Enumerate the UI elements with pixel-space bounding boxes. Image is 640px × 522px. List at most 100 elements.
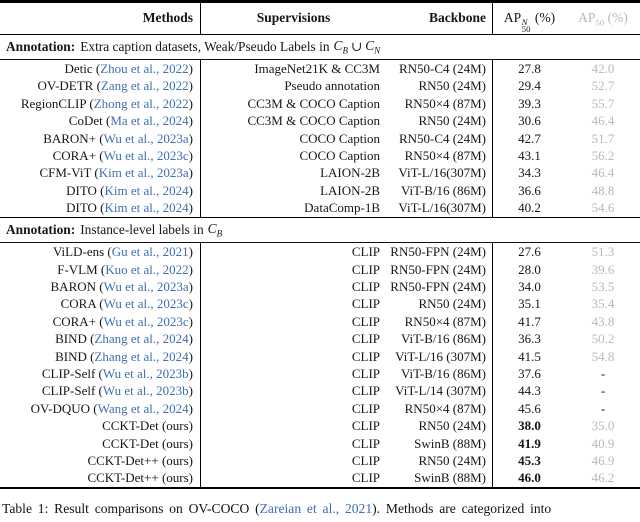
method-cell: CORA+ (Wu et al., 2023c) xyxy=(0,147,200,164)
method-name-close: ) xyxy=(188,348,193,364)
ap-all-cell: 52.7 xyxy=(591,78,615,94)
ap-novel-cell: 34.0 xyxy=(492,277,566,296)
ap-novel-cell: 41.5 xyxy=(492,347,566,365)
supervision-cell: CLIP xyxy=(200,260,386,278)
section-header: Annotation: Extra caption datasets, Weak/… xyxy=(0,35,640,59)
citation-link[interactable]: Gu et al., 2021 xyxy=(111,244,189,260)
ap-novel-cell: 39.3 xyxy=(492,94,566,113)
method-cell: RegionCLIP (Zhong et al., 2022) xyxy=(0,95,200,112)
table-bottom-rule xyxy=(0,486,640,490)
backbone-cell: RN50-C4 (24M) xyxy=(398,130,486,146)
table-row: CCKT-Det (ours) CLIP RN50 (24M) 38.0 35.0 xyxy=(0,417,640,435)
method-name: CFM-ViT ( xyxy=(39,165,99,181)
backbone-cell: RN50 (24M) xyxy=(418,296,486,312)
ap-novel-cell: 36.6 xyxy=(492,181,566,200)
backbone-cell: RN50×4 (87M) xyxy=(404,148,486,164)
method-name: RegionCLIP ( xyxy=(20,95,94,111)
ap-novel-cell: 43.1 xyxy=(492,147,566,165)
supervision-cell: CC3M & COCO Caption xyxy=(200,112,386,130)
table-row: CCKT-Det++ (ours) CLIP RN50 (24M) 45.3 46.9 xyxy=(0,451,640,470)
math-set-symbol: CB xyxy=(334,38,348,56)
ap-novel-cell: 45.3 xyxy=(492,451,566,470)
method-name-close: ) xyxy=(188,182,193,198)
citation-link[interactable]: Wu et al., 2023c xyxy=(103,313,189,329)
section-label: Annotation: xyxy=(6,39,76,54)
caption-text-post: ). Methods are categorized into xyxy=(372,501,552,517)
supervision-cell: COCO Caption xyxy=(200,129,386,148)
math-var: C xyxy=(207,221,217,237)
method-name: Detic ( xyxy=(64,61,101,77)
method-name: OV-DETR ( xyxy=(37,78,101,94)
section-text: Extra caption datasets, Weak/Pseudo Labe… xyxy=(80,39,330,54)
table-row: DITO (Kim et al., 2024) DataComp-1B ViT-L/… xyxy=(0,199,640,217)
supervision-cell: CLIP xyxy=(200,330,386,348)
method-name: DITO ( xyxy=(66,200,105,216)
method-cell: CCKT-Det++ (ours) xyxy=(0,469,200,486)
backbone-cell: ViT-L/16 (307M) xyxy=(395,348,486,364)
citation-link[interactable]: Zhang et al., 2024 xyxy=(94,348,189,364)
method-name-close: ) xyxy=(188,148,193,164)
table-row: CLIP-Self (Wu et al., 2023b) CLIP ViT-B/16… xyxy=(0,364,640,383)
citation-link[interactable]: Wu et al., 2023a xyxy=(103,130,189,146)
ap-novel-cell: 46.0 xyxy=(492,469,566,487)
caption-citation-link[interactable]: Zareian et al., 2021 xyxy=(259,501,373,517)
table-row: BARON (Wu et al., 2023a) CLIP RN50-FPN (24… xyxy=(0,277,640,296)
method-name-close: ) xyxy=(188,365,193,381)
citation-link[interactable]: Kim et al., 2024 xyxy=(104,200,189,216)
citation-link[interactable]: Ma et al., 2024 xyxy=(110,113,189,129)
citation-link[interactable]: Zang et al., 2022 xyxy=(100,78,189,94)
table-row: CCKT-Det++ (ours) CLIP SwinB (88M) 46.0 46.2 xyxy=(0,469,640,487)
citation-link[interactable]: Wu et al., 2023c xyxy=(103,296,189,312)
method-name-close: ) xyxy=(188,313,193,329)
method-name: BARON+ ( xyxy=(43,130,104,146)
citation-link[interactable]: Kuo et al., 2022 xyxy=(105,261,189,277)
ap-novel-cell: 42.7 xyxy=(492,129,566,148)
ap-all-cell: 54.8 xyxy=(591,348,615,364)
table-row: BIND (Zhang et al., 2024) CLIP ViT-L/16 (3… xyxy=(0,347,640,365)
citation-link[interactable]: Zhong et al., 2022 xyxy=(93,95,189,111)
method-cell: CCKT-Det (ours) xyxy=(0,417,200,434)
citation-link[interactable]: Zhang et al., 2024 xyxy=(94,331,189,347)
method-cell: OV-DETR (Zang et al., 2022) xyxy=(0,77,200,94)
citation-link[interactable]: Wu et al., 2023b xyxy=(102,383,189,399)
citation-link[interactable]: Wu et al., 2023c xyxy=(103,148,189,164)
section-separator-rule xyxy=(0,216,640,219)
ap-novel-cell: 27.8 xyxy=(492,60,566,78)
ap-novel-cell: 37.6 xyxy=(492,364,566,383)
citation-link[interactable]: Wu et al., 2023b xyxy=(102,365,189,381)
method-cell: CCKT-Det (ours) xyxy=(0,435,200,452)
citation-link[interactable]: Zhou et al., 2022 xyxy=(100,61,189,77)
table-row: F-VLM (Kuo et al., 2022) CLIP RN50-FPN (24… xyxy=(0,260,640,278)
method-name-close: ) xyxy=(188,296,193,312)
table-row: CCKT-Det (ours) CLIP SwinB (88M) 41.9 40.9 xyxy=(0,434,640,452)
ap-all-cell: 43.8 xyxy=(591,313,615,329)
backbone-cell: ViT-B/16 (86M) xyxy=(400,182,486,198)
ap-all-cell: 56.2 xyxy=(591,148,615,164)
citation-link[interactable]: Wang et al., 2024 xyxy=(97,400,189,416)
backbone-cell: RN50 (24M) xyxy=(418,78,486,94)
citation-link[interactable]: Kim et al., 2024 xyxy=(104,182,189,198)
col-header-ap-novel: AP N 50 (%) xyxy=(492,2,566,34)
math-subscript: N xyxy=(374,45,381,56)
col-header-supervisions: Supervisions xyxy=(200,2,386,34)
ap-all-cell: 35.0 xyxy=(591,418,615,434)
method-name-close: ) xyxy=(188,383,193,399)
ap-novel-base: AP xyxy=(503,9,522,25)
ap-novel-suffix: (%) xyxy=(534,9,556,25)
supervision-cell: CLIP xyxy=(200,277,386,296)
ap-all-cell: 51.3 xyxy=(591,244,615,260)
method-name-close: ) xyxy=(188,200,193,216)
supervision-cell: CC3M & COCO Caption xyxy=(200,94,386,113)
method-cell: BIND (Zhang et al., 2024) xyxy=(0,330,200,347)
method-cell: F-VLM (Kuo et al., 2022) xyxy=(0,261,200,278)
ap-all-cell: 48.8 xyxy=(591,182,615,198)
method-name-close: ) xyxy=(188,61,193,77)
citation-link[interactable]: Kim et al., 2023a xyxy=(98,165,189,181)
citation-link[interactable]: Wu et al., 2023a xyxy=(103,278,189,294)
ap-novel-cell: 45.6 xyxy=(492,399,566,418)
supervision-cell: CLIP xyxy=(200,382,386,400)
table-header-row: Methods Supervisions Backbone AP N 50 (%) … xyxy=(0,2,640,34)
backbone-cell: SwinB (88M) xyxy=(414,470,486,486)
ap-novel-cell: 30.6 xyxy=(492,112,566,130)
